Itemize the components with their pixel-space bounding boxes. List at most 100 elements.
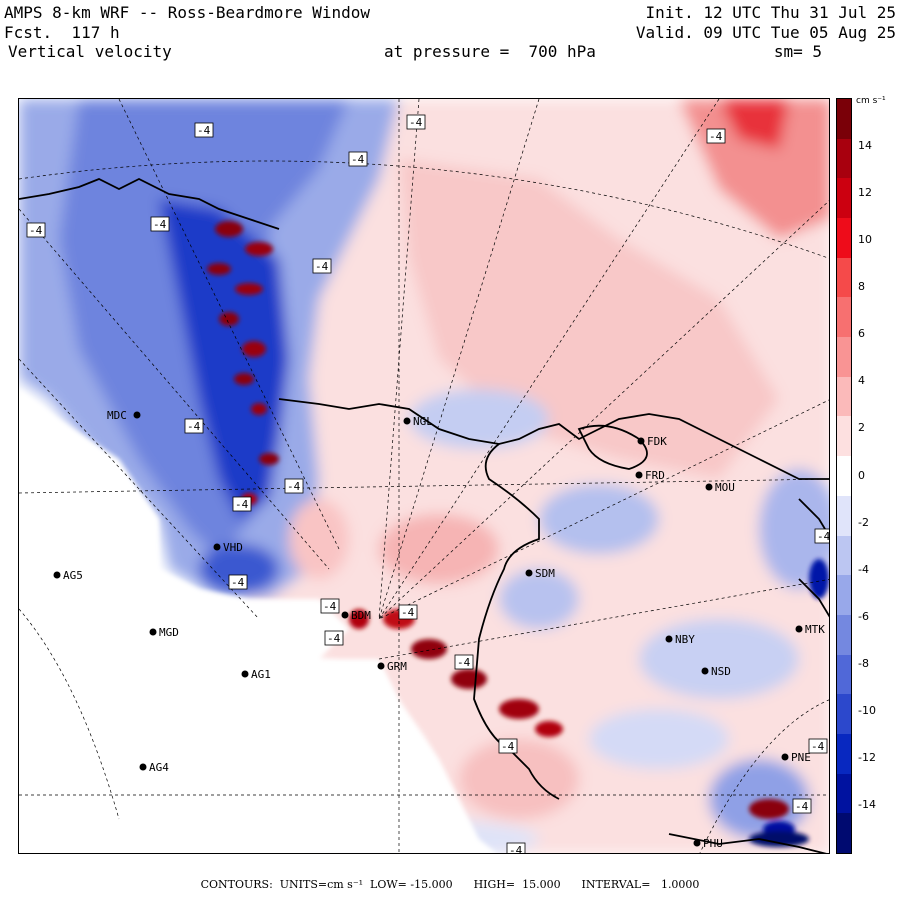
colorbar-tick-label: -14	[858, 798, 876, 811]
colorbar-segment	[837, 178, 851, 219]
svg-text:-4: -4	[501, 740, 515, 753]
colorbar-segment	[837, 456, 851, 497]
station-label-mou: MOU	[715, 481, 735, 494]
station-label-mdc: MDC	[107, 409, 127, 422]
station-label-ag1: AG1	[251, 668, 271, 681]
colorbar-segment	[837, 138, 851, 179]
station-dot-mgd	[149, 628, 157, 636]
station-dot-ag5	[53, 571, 61, 579]
station-dot-bdm	[341, 611, 349, 619]
colorbar-tick-label: 10	[858, 233, 872, 246]
station-dot-ag4	[139, 763, 147, 771]
station-dot-mtk	[795, 625, 803, 633]
vertical-velocity-map: MDC NGL FDK FRD MOU SDM NBY MTK NSD AG5 MGD AG1 AG4 G…	[19, 99, 829, 854]
colorbar-segment	[837, 257, 851, 298]
contour-value-tag: -4	[808, 738, 828, 754]
svg-text:-4: -4	[187, 420, 201, 433]
contour-value-tag: -4	[232, 496, 252, 512]
svg-text:-4: -4	[457, 656, 471, 669]
station-dot-pne	[781, 753, 789, 761]
station-label-vhd: VHD	[223, 541, 243, 554]
station-label-sdm: SDM	[535, 567, 555, 580]
colorbar-tick-label: 6	[858, 327, 865, 340]
contour-value-tag: -4	[26, 222, 46, 238]
station-markers: MDC NGL FDK FRD MOU SDM NBY MTK NSD AG5 MGD AG1 AG4 G…	[53, 409, 825, 850]
station-dot-frd	[635, 471, 643, 479]
graticule	[19, 99, 829, 853]
svg-text:-4: -4	[351, 153, 365, 166]
svg-text:-4: -4	[197, 124, 211, 137]
colorbar-tick-label: -12	[858, 751, 876, 764]
contour-labels: -4 -4 -4 -4 -4 -4 -4 -4 -4 -4 -4 -4 -4 -4 -4 -4 -4 -4 -4 -4	[26, 114, 829, 854]
station-dot-fdk	[637, 437, 645, 445]
colorbar-segment	[837, 694, 851, 735]
colorbar-tick-label: 12	[858, 186, 872, 199]
map-title: AMPS 8-km WRF -- Ross-Beardmore Window	[4, 3, 371, 22]
contour-value-tag: -4	[194, 122, 214, 138]
colorbar-segment	[837, 99, 851, 140]
colorbar-units: cm s⁻¹	[856, 96, 886, 106]
colorbar-tick-label: 2	[858, 421, 865, 434]
colorbar-segment	[837, 575, 851, 616]
contour-value-tag: -4	[398, 604, 418, 620]
station-label-ag4: AG4	[149, 761, 169, 774]
station-dot-phu	[693, 839, 701, 847]
station-dot-ngl	[403, 417, 411, 425]
colorbar-segment	[837, 337, 851, 378]
init-time: Init. 12 UTC Thu 31 Jul 25	[645, 3, 896, 22]
station-dot-nby	[665, 635, 673, 643]
colorbar-tick-label: 0	[858, 469, 865, 482]
contour-value-tag: -4	[184, 418, 204, 434]
contour-value-tag: -4	[706, 128, 726, 144]
map-panel: MDC NGL FDK FRD MOU SDM NBY MTK NSD AG5 MGD AG1 AG4 G…	[18, 98, 830, 854]
colorbar-segment	[837, 773, 851, 814]
svg-text:-4: -4	[327, 632, 341, 645]
station-dot-ag1	[241, 670, 249, 678]
svg-text:-4: -4	[235, 498, 249, 511]
station-label-mgd: MGD	[159, 626, 179, 639]
svg-text:-4: -4	[323, 600, 337, 613]
contour-value-tag: -4	[792, 798, 812, 814]
colorbar-tick-label: -6	[858, 610, 869, 623]
colorbar-segment	[837, 376, 851, 417]
forecast-hour: Fcst. 117 h	[4, 23, 120, 42]
colorbar-segment	[837, 813, 851, 854]
colorbar-tick-label: 8	[858, 280, 865, 293]
colorbar-segment	[837, 654, 851, 695]
contour-info-footer: CONTOURS: UNITS=cm s⁻¹ LOW= -15.000 HIGH…	[200, 878, 700, 891]
colorbar-tick-label: -8	[858, 657, 869, 670]
station-label-nsd: NSD	[711, 665, 731, 678]
station-label-ngl: NGL	[413, 415, 433, 428]
svg-text:-4: -4	[153, 218, 167, 231]
color-scale-bar	[836, 98, 852, 854]
colorbar-tick-label: 4	[858, 374, 865, 387]
contour-value-tag: -4	[320, 598, 340, 614]
colorbar-segment	[837, 297, 851, 338]
contour-value-tag: -4	[454, 654, 474, 670]
contour-value-tag: -4	[498, 738, 518, 754]
field-shading	[19, 99, 829, 853]
station-label-pne: PNE	[791, 751, 811, 764]
svg-text:-4: -4	[795, 800, 809, 813]
station-label-frd: FRD	[645, 469, 665, 482]
station-label-nby: NBY	[675, 633, 695, 646]
colorbar-segment	[837, 614, 851, 656]
svg-text:-4: -4	[709, 130, 723, 143]
contour-value-tag: -4	[406, 114, 426, 130]
colorbar-tick-label: 14	[858, 139, 872, 152]
smoothing: sm= 5	[773, 42, 822, 61]
station-label-fdk: FDK	[647, 435, 667, 448]
colorbar-segment	[837, 416, 851, 457]
svg-text:-4: -4	[29, 224, 43, 237]
contour-value-tag: -4	[312, 258, 332, 274]
station-label-ag5: AG5	[63, 569, 83, 582]
ross-ice-shelf-blank	[19, 389, 497, 853]
colorbar-segment	[837, 218, 851, 259]
station-label-mtk: MTK	[805, 623, 825, 636]
contour-value-tag: -4	[150, 216, 170, 232]
field-name: Vertical velocity	[8, 42, 172, 61]
colorbar-segment	[837, 535, 851, 576]
svg-text:-4: -4	[509, 844, 523, 854]
colorbar-segment	[837, 495, 851, 536]
station-label-grm: GRM	[387, 660, 407, 673]
